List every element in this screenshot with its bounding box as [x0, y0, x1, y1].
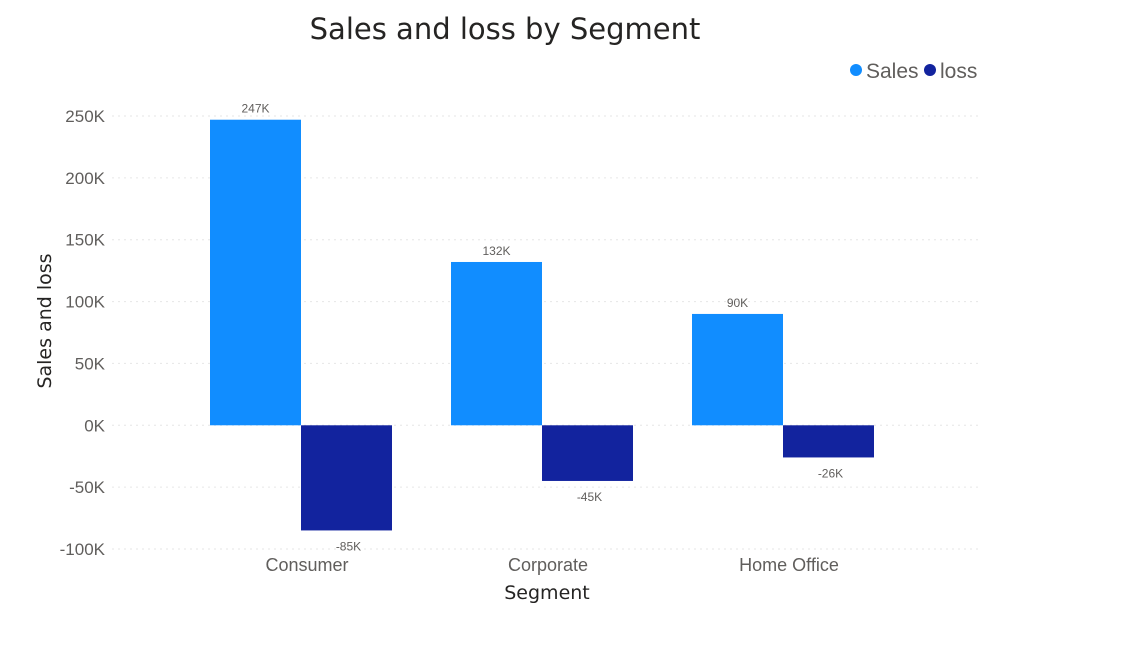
legend[interactable]: Sales loss: [850, 60, 977, 83]
data-label: 90K: [727, 296, 748, 310]
x-axis-title: Segment: [504, 582, 590, 604]
data-label: -85K: [336, 539, 361, 553]
y-tick-label: 250K: [65, 107, 105, 126]
bar-loss-consumer[interactable]: [301, 425, 392, 531]
y-tick-label: 200K: [65, 169, 105, 188]
y-tick-label: 50K: [75, 354, 106, 373]
x-axis-ticks: Consumer Corporate Home Office: [265, 555, 838, 575]
legend-item[interactable]: loss: [940, 60, 977, 83]
data-label: 247K: [241, 102, 269, 116]
bar-sales-corporate[interactable]: [451, 261, 542, 426]
legend-marker: [924, 64, 936, 76]
y-tick-label: -50K: [69, 478, 106, 497]
bar-loss-corporate[interactable]: [542, 425, 633, 481]
y-axis-ticks: 250K 200K 150K 100K 50K 0K -50K -100K: [60, 107, 106, 559]
y-tick-label: 150K: [65, 231, 105, 250]
data-label: -45K: [577, 490, 602, 504]
bar-loss-home-office[interactable]: [783, 425, 874, 458]
bars[interactable]: [210, 119, 874, 531]
y-tick-label: 0K: [84, 416, 105, 435]
y-tick-label: 100K: [65, 293, 105, 312]
bar-sales-consumer[interactable]: [210, 119, 301, 426]
bar-sales-home-office[interactable]: [692, 313, 783, 426]
data-label: -26K: [818, 466, 843, 480]
x-tick-label: Corporate: [508, 555, 588, 575]
chart-title: Sales and loss by Segment: [310, 12, 701, 46]
x-tick-label: Home Office: [739, 555, 839, 575]
y-axis-title: Sales and loss: [34, 253, 56, 388]
legend-item[interactable]: Sales: [866, 60, 919, 83]
data-labels: 247K -85K 132K -45K 90K -26K: [241, 102, 843, 554]
legend-marker: [850, 64, 862, 76]
x-tick-label: Consumer: [265, 555, 348, 575]
data-label: 132K: [482, 244, 510, 258]
y-tick-label: -100K: [60, 540, 106, 559]
